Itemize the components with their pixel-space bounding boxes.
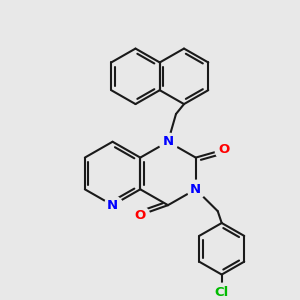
Text: N: N xyxy=(162,135,174,148)
Text: Cl: Cl xyxy=(214,286,229,299)
Text: N: N xyxy=(190,183,201,196)
Text: O: O xyxy=(134,208,146,222)
Text: N: N xyxy=(107,199,118,212)
Text: O: O xyxy=(218,143,229,156)
